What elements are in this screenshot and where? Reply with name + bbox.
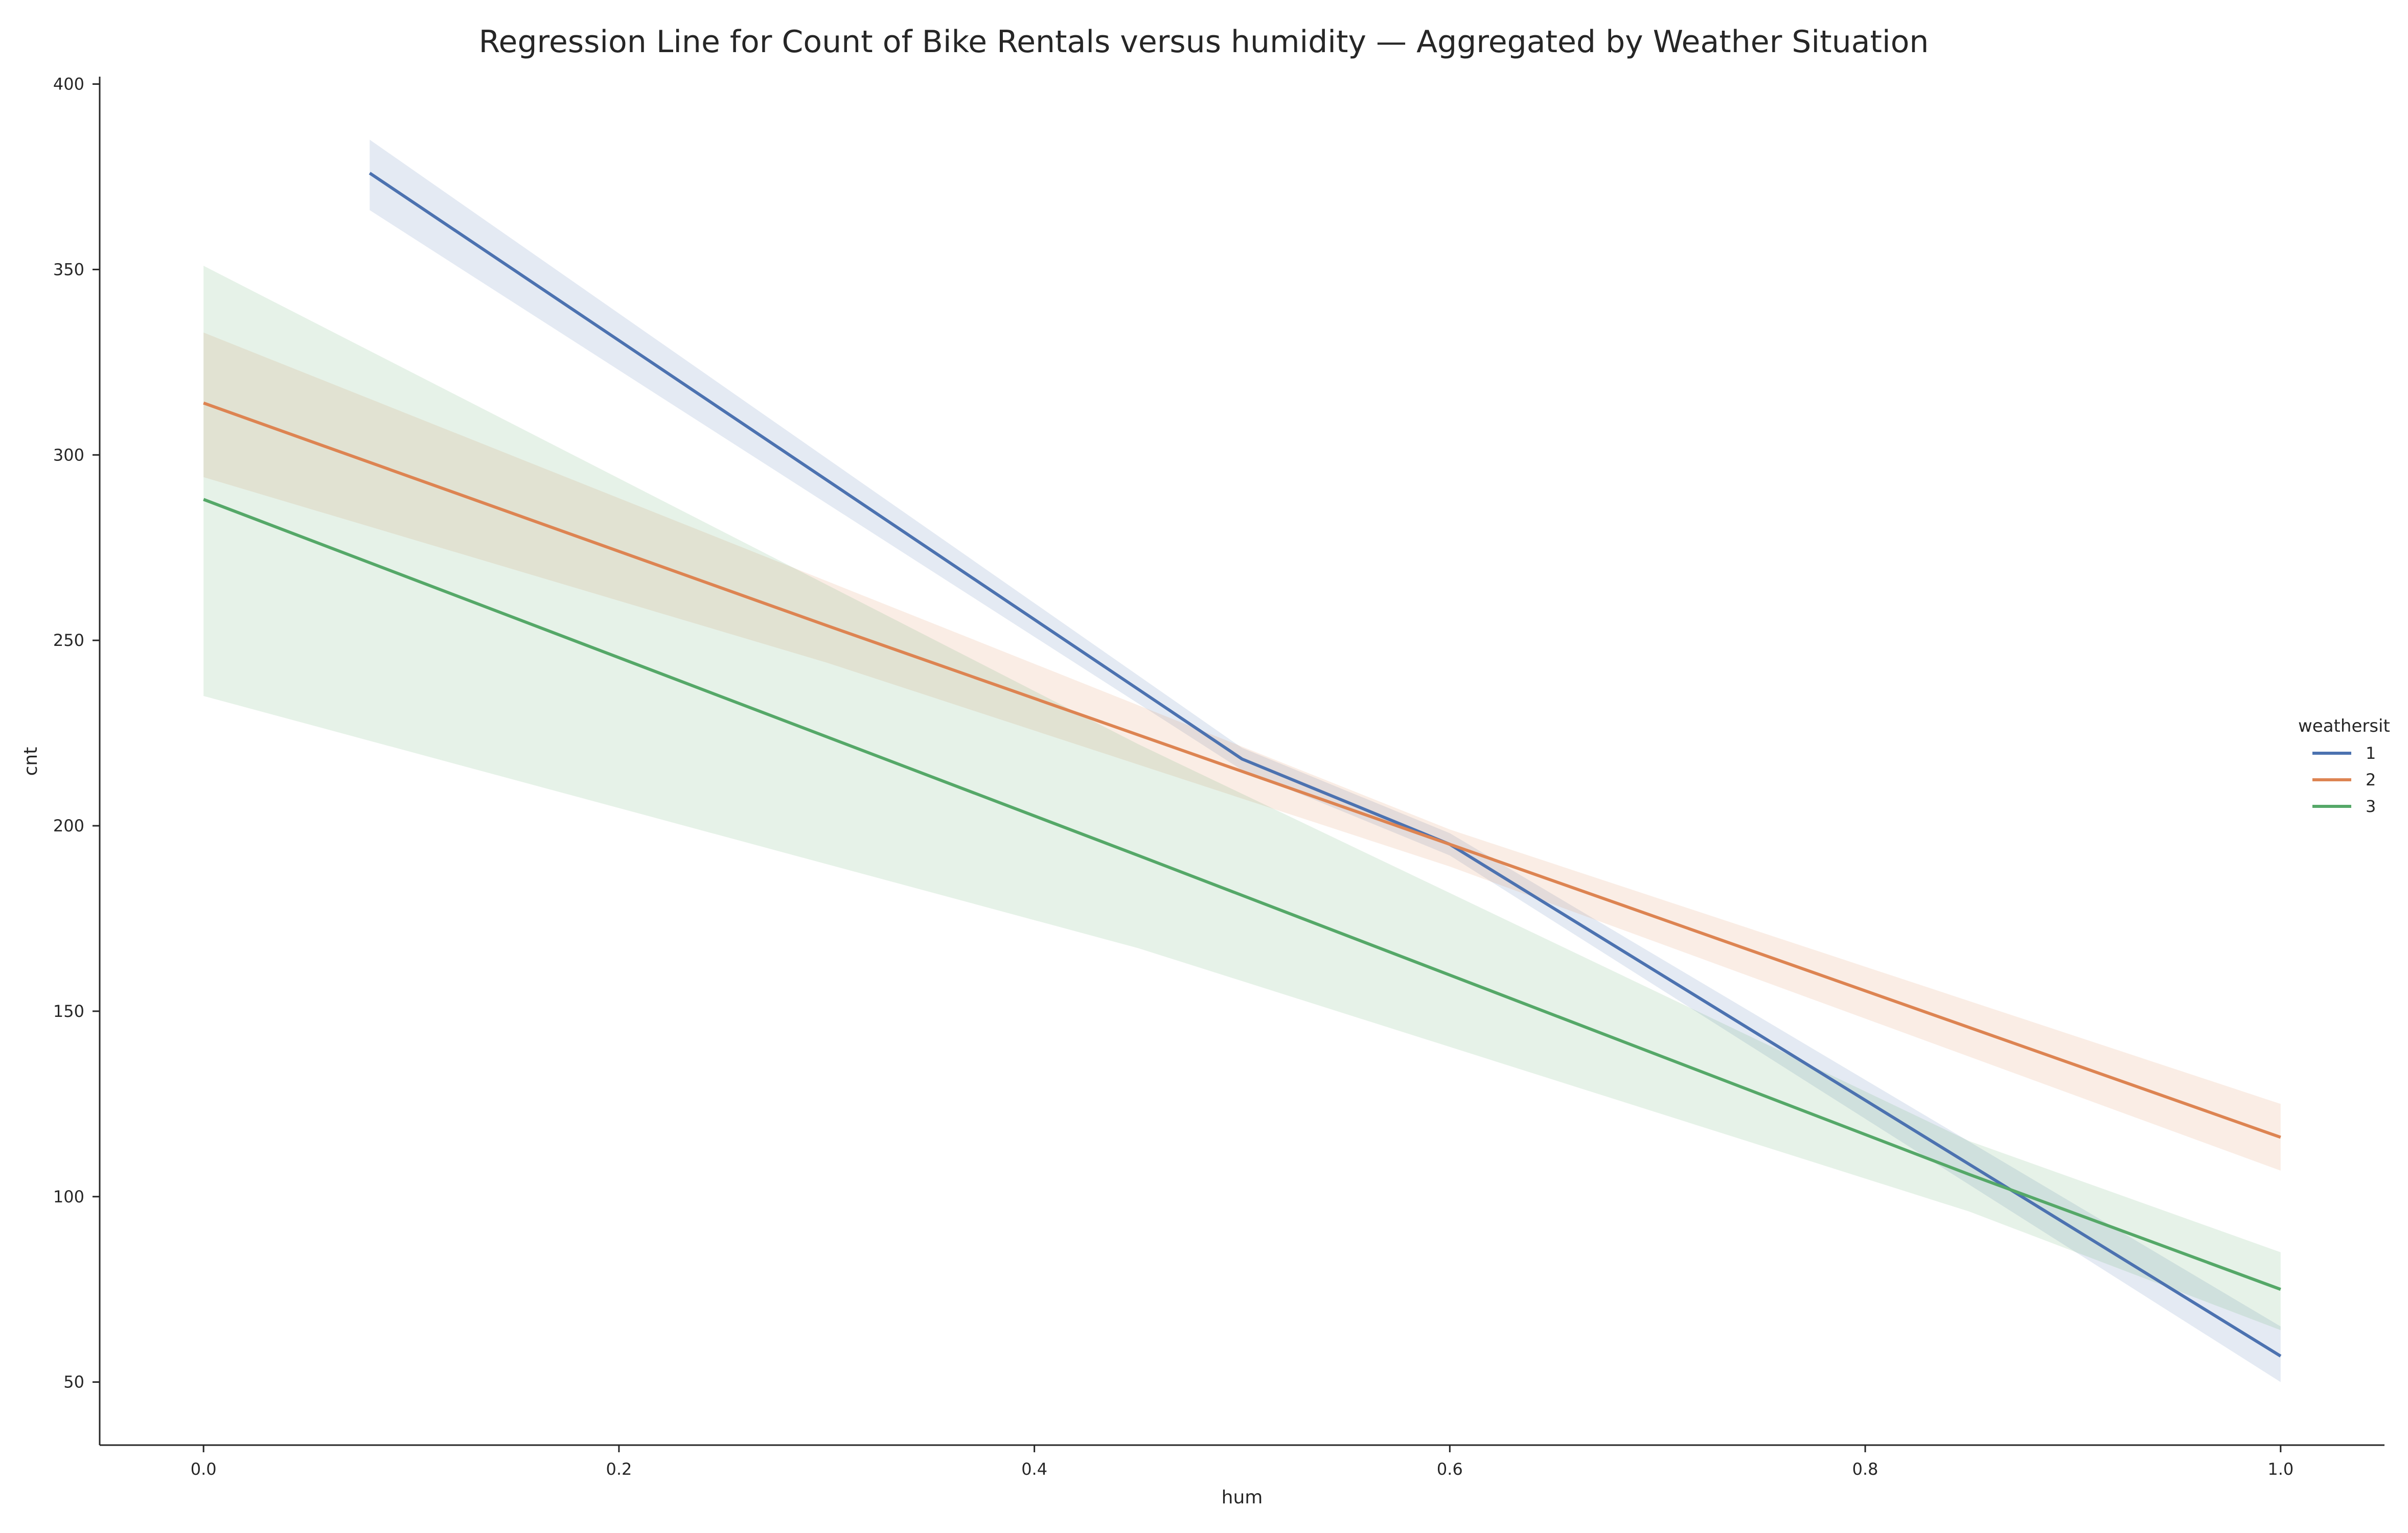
- y-tick-label: 250: [53, 631, 84, 650]
- y-axis-label: cnt: [20, 747, 41, 776]
- legend-label-1: 1: [2366, 744, 2376, 763]
- confidence-band-3: [203, 266, 2281, 1330]
- chart-title: Regression Line for Count of Bike Rental…: [479, 24, 1929, 60]
- x-tick-label: 0.8: [1852, 1459, 1878, 1479]
- axes: 0.0 0.2 0.4 0.6 0.8 1.0 50 100 150 200 250 300 350 40…: [53, 75, 2384, 1479]
- regression-lines: [203, 172, 2282, 1358]
- y-tick-label: 400: [53, 75, 84, 94]
- y-tick-label: 350: [53, 260, 84, 279]
- regression-line-2: [203, 401, 2281, 1139]
- confidence-band-1: [370, 140, 2281, 1382]
- y-tick-label: 100: [53, 1187, 84, 1206]
- x-tick-label: 0.2: [606, 1459, 632, 1479]
- y-tick-label: 50: [63, 1373, 84, 1392]
- y-tick-label: 150: [53, 1002, 84, 1021]
- confidence-band-2: [203, 332, 2281, 1171]
- regression-line-3: [203, 498, 2281, 1291]
- legend-label-2: 2: [2366, 770, 2376, 789]
- legend-label-3: 3: [2366, 797, 2376, 816]
- legend-title: weathersit: [2298, 716, 2390, 736]
- x-axis-label: hum: [1222, 1487, 1263, 1508]
- regression-line-1: [369, 172, 2282, 1358]
- y-tick-label: 200: [53, 816, 84, 835]
- x-tick-label: 0.4: [1021, 1459, 1047, 1479]
- confidence-bands: [203, 140, 2281, 1382]
- x-tick-label: 1.0: [2267, 1459, 2294, 1479]
- x-tick-label: 0.0: [191, 1459, 217, 1479]
- x-tick-label: 0.6: [1437, 1459, 1463, 1479]
- legend: weathersit 1 2 3: [2298, 716, 2390, 816]
- y-tick-label: 300: [53, 445, 84, 464]
